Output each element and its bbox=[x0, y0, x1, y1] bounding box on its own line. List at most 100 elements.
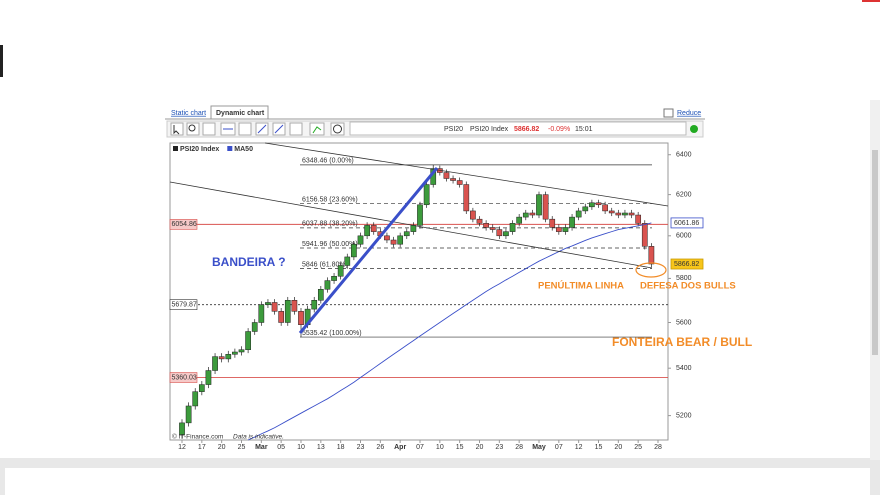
x-tick-label: 07 bbox=[416, 444, 424, 451]
y-tick-label: 5200 bbox=[676, 412, 692, 419]
candle-body bbox=[265, 302, 271, 305]
candle-body bbox=[298, 311, 304, 325]
candle-body bbox=[555, 227, 562, 232]
candle-body bbox=[450, 178, 456, 181]
x-tick-label: 20 bbox=[218, 444, 226, 451]
tool-cross[interactable] bbox=[202, 122, 216, 136]
x-tick-label: May bbox=[532, 444, 546, 451]
candle-body bbox=[344, 256, 351, 266]
candle-body bbox=[185, 405, 192, 424]
candle-body bbox=[503, 231, 509, 237]
edge-bar bbox=[0, 45, 3, 77]
tool-grid[interactable] bbox=[238, 122, 252, 136]
fib-label: 6156.58 (23.60%) bbox=[302, 196, 358, 203]
candle-body bbox=[364, 225, 370, 237]
x-tick-label: 15 bbox=[456, 444, 464, 451]
candle-body bbox=[351, 243, 357, 258]
candle-body bbox=[569, 216, 575, 228]
x-tick-label: 10 bbox=[436, 444, 444, 451]
reference-label: 6054.86 bbox=[172, 221, 197, 228]
tool-indicator[interactable] bbox=[309, 122, 325, 136]
icon-trend bbox=[257, 124, 267, 134]
candle-body bbox=[443, 172, 450, 179]
x-tick-label: 23 bbox=[495, 444, 503, 451]
y-tick-label: 5800 bbox=[676, 275, 692, 282]
candle-body bbox=[509, 223, 516, 232]
candle-body bbox=[337, 265, 344, 277]
candle-body bbox=[470, 210, 476, 220]
quote-price: 5866.82 bbox=[514, 126, 539, 133]
x-tick-label: 13 bbox=[317, 444, 325, 451]
tab-static[interactable]: Static chart bbox=[171, 110, 206, 117]
fib-label: 6037.88 (38.20%) bbox=[302, 221, 358, 228]
candle-body bbox=[522, 212, 529, 218]
candle-body bbox=[331, 275, 337, 281]
candle-body bbox=[529, 212, 536, 216]
annotation: FONTEIRA BEAR / BULL bbox=[612, 335, 752, 349]
reduce-icon[interactable] bbox=[663, 108, 674, 118]
x-tick-label: 25 bbox=[238, 444, 246, 451]
candle-body bbox=[357, 235, 364, 245]
x-tick-label: 28 bbox=[654, 444, 662, 451]
quote-change: -0.09% bbox=[548, 126, 570, 133]
candle-body bbox=[403, 231, 410, 237]
candle-body bbox=[245, 331, 251, 350]
candle-body bbox=[589, 202, 595, 208]
bottom-panel bbox=[5, 468, 870, 495]
icon-fib bbox=[274, 124, 284, 134]
candle-body bbox=[198, 384, 205, 392]
tool-pointer[interactable] bbox=[170, 122, 184, 136]
candle-body bbox=[258, 304, 265, 323]
candle-body bbox=[549, 218, 556, 228]
candle-body bbox=[575, 210, 582, 218]
x-tick-label: 15 bbox=[595, 444, 603, 451]
candle-body bbox=[317, 289, 324, 301]
quote-name: PSI20 Index bbox=[470, 126, 509, 133]
x-tick-label: 07 bbox=[555, 444, 563, 451]
candle-body bbox=[397, 235, 404, 245]
plot-area bbox=[169, 142, 669, 441]
candle-body bbox=[542, 194, 549, 220]
trend-line bbox=[169, 181, 653, 269]
candle-body bbox=[635, 214, 642, 224]
reference-label-box bbox=[169, 372, 198, 383]
candle-body bbox=[271, 302, 278, 312]
icon-pointer bbox=[173, 125, 180, 135]
fib-label: 6348.46 (0.00%) bbox=[302, 158, 354, 165]
candle-body bbox=[370, 225, 377, 232]
fib-label: 5535.42 (100.00%) bbox=[302, 330, 362, 337]
x-tick-label: 26 bbox=[376, 444, 384, 451]
candle-body bbox=[602, 204, 608, 212]
candle-body bbox=[641, 223, 648, 247]
x-tick-label: 17 bbox=[198, 444, 206, 451]
price-tag-box bbox=[670, 217, 704, 229]
flag-pole bbox=[298, 167, 439, 334]
legend-swatch bbox=[173, 146, 178, 151]
annotation: DEFESA DOS BULLS bbox=[640, 281, 736, 292]
candle-body bbox=[595, 202, 602, 206]
candle-body bbox=[311, 300, 318, 310]
tab-dynamic[interactable]: Dynamic chart bbox=[216, 110, 265, 117]
tool-delete[interactable] bbox=[289, 122, 303, 136]
annotation: BANDEIRA ? bbox=[212, 255, 286, 269]
quote-symbol: PSI20 bbox=[444, 126, 463, 133]
x-tick-label: 12 bbox=[178, 444, 186, 451]
x-tick-label: 28 bbox=[515, 444, 523, 451]
x-tick-label: 20 bbox=[476, 444, 484, 451]
candle-body bbox=[463, 184, 470, 212]
trend-line bbox=[264, 142, 669, 207]
x-tick-label: Apr bbox=[394, 444, 406, 451]
candle-body bbox=[417, 204, 423, 226]
candle-body bbox=[622, 212, 628, 216]
scroll-thumb[interactable] bbox=[872, 150, 878, 355]
candle-body bbox=[489, 227, 496, 230]
reduce-link[interactable]: Reduce bbox=[677, 110, 701, 117]
candle-body bbox=[516, 216, 523, 224]
candle-body bbox=[648, 246, 655, 265]
candle-body bbox=[483, 223, 489, 228]
x-tick-label: 12 bbox=[575, 444, 583, 451]
credit: © IT-Finance.com bbox=[172, 433, 223, 441]
candle-body bbox=[496, 229, 503, 237]
legend-label: MA50 bbox=[234, 146, 253, 153]
